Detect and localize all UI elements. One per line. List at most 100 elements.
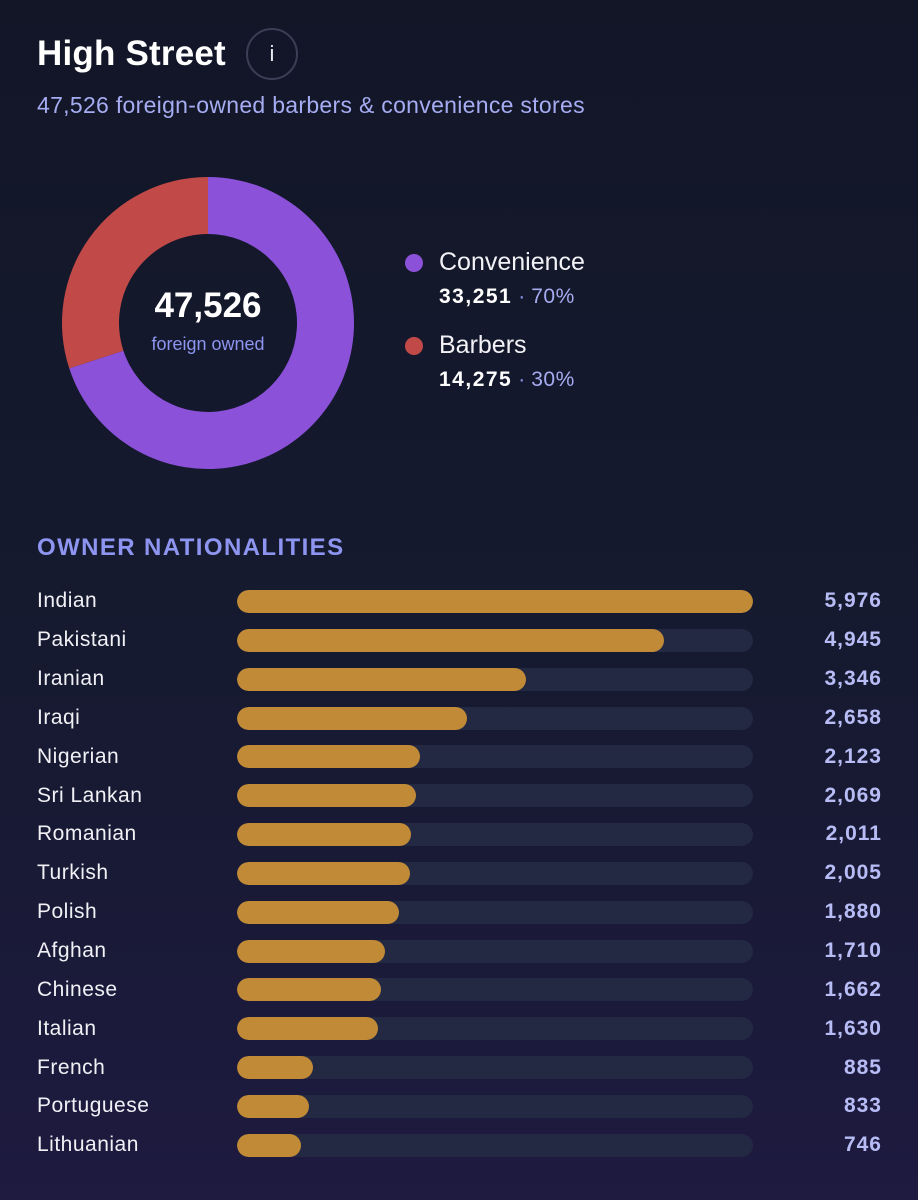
nationality-value: 5,976 bbox=[824, 589, 882, 613]
donut-legend: Convenience 33,251 · 70% Barbers 14,275 · 30… bbox=[405, 248, 585, 414]
donut-chart: 47,526 foreign owned bbox=[62, 177, 354, 469]
donut-slice-barbers bbox=[62, 177, 209, 369]
nationality-label: Turkish bbox=[37, 861, 109, 885]
bar-fill bbox=[237, 1017, 378, 1041]
nationality-row: Nigerian 2,123 bbox=[37, 737, 882, 776]
legend-dot-convenience bbox=[405, 253, 423, 272]
bar-fill bbox=[237, 1133, 302, 1157]
bar-track bbox=[237, 939, 753, 963]
nationality-label: Romanian bbox=[37, 822, 137, 846]
bar-track bbox=[237, 1133, 753, 1157]
nationality-row: Indian 5,976 bbox=[37, 582, 882, 621]
legend-value: 14,275 bbox=[439, 368, 513, 391]
nationality-row: Chinese 1,662 bbox=[37, 970, 882, 1009]
legend-dot-barbers bbox=[405, 336, 423, 355]
bar-track bbox=[237, 590, 753, 613]
nationality-label: Lithuanian bbox=[37, 1133, 139, 1157]
bar-fill bbox=[237, 900, 400, 924]
legend-item-convenience: Convenience 33,251 · 70% bbox=[405, 248, 585, 309]
donut-center: 47,526 foreign owned bbox=[62, 177, 354, 469]
bar-track bbox=[237, 1017, 753, 1041]
nationality-value: 2,069 bbox=[824, 783, 882, 807]
nationality-row: French 885 bbox=[37, 1048, 882, 1087]
info-icon: i bbox=[269, 41, 275, 66]
nationality-value: 746 bbox=[843, 1133, 882, 1157]
nationality-row: Polish 1,880 bbox=[37, 893, 882, 932]
header: High Street i 47,526 foreign-owned barbe… bbox=[37, 28, 585, 119]
nationality-label: French bbox=[37, 1055, 106, 1079]
bar-fill bbox=[237, 1056, 314, 1080]
nationality-label: Chinese bbox=[37, 977, 118, 1001]
nationality-value: 1,662 bbox=[824, 977, 882, 1001]
bar-fill bbox=[237, 706, 467, 730]
nationality-value: 2,011 bbox=[825, 822, 882, 846]
nationality-label: Italian bbox=[37, 1016, 97, 1040]
bar-track bbox=[237, 978, 753, 1002]
nationality-value: 2,123 bbox=[824, 744, 882, 768]
nationality-label: Nigerian bbox=[37, 744, 120, 768]
nationality-value: 1,630 bbox=[824, 1016, 882, 1040]
section-title: OWNER NATIONALITIES bbox=[37, 534, 345, 561]
nationality-value: 3,346 bbox=[824, 667, 882, 691]
nationality-bar-chart: Indian 5,976 Pakistani 4,945 Iranian 3,346 Ira… bbox=[37, 582, 882, 1165]
nationality-value: 885 bbox=[843, 1055, 882, 1079]
bar-fill bbox=[237, 745, 421, 769]
bar-track bbox=[237, 1094, 753, 1118]
nationality-label: Indian bbox=[37, 589, 98, 613]
nationality-row: Italian 1,630 bbox=[37, 1009, 882, 1048]
legend-value: 33,251 bbox=[439, 285, 513, 308]
donut-svg bbox=[62, 177, 354, 469]
page-subtitle: 47,526 foreign-owned barbers & convenien… bbox=[37, 92, 585, 118]
bar-track bbox=[237, 900, 753, 924]
donut-total: 47,526 bbox=[154, 285, 262, 325]
page-title: High Street bbox=[37, 34, 226, 73]
bar-track bbox=[237, 1056, 753, 1080]
legend-label: Convenience bbox=[439, 248, 585, 276]
nationality-value: 2,658 bbox=[824, 705, 882, 729]
nationality-value: 833 bbox=[843, 1094, 882, 1118]
nationality-value: 1,710 bbox=[824, 939, 882, 963]
legend-label: Barbers bbox=[439, 331, 527, 359]
bar-fill bbox=[237, 628, 664, 652]
bar-track bbox=[237, 667, 753, 691]
legend-stats: 14,275 · 30% bbox=[439, 368, 585, 392]
bar-fill bbox=[237, 1094, 309, 1118]
nationality-row: Sri Lankan 2,069 bbox=[37, 776, 882, 815]
nationality-row: Iraqi 2,658 bbox=[37, 699, 882, 738]
legend-stats: 33,251 · 70% bbox=[439, 285, 585, 309]
nationality-row: Iranian 3,346 bbox=[37, 660, 882, 699]
legend-separator: · bbox=[518, 285, 526, 308]
legend-separator: · bbox=[518, 368, 526, 391]
donut-slice-convenience bbox=[69, 177, 354, 469]
legend-percent: 30% bbox=[531, 368, 575, 391]
nationality-label: Iranian bbox=[37, 667, 105, 691]
nationality-row: Romanian 2,011 bbox=[37, 815, 882, 854]
info-button[interactable]: i bbox=[245, 28, 298, 80]
bar-track bbox=[237, 745, 753, 769]
nationality-value: 2,005 bbox=[824, 861, 882, 885]
bar-fill bbox=[237, 784, 416, 808]
nationality-label: Iraqi bbox=[37, 705, 81, 729]
bar-fill bbox=[237, 978, 381, 1002]
legend-head: Convenience bbox=[405, 248, 585, 277]
nationality-label: Polish bbox=[37, 900, 98, 924]
bar-fill bbox=[237, 590, 753, 613]
nationality-row: Portuguese 833 bbox=[37, 1087, 882, 1126]
legend-item-barbers: Barbers 14,275 · 30% bbox=[405, 331, 585, 392]
nationality-label: Pakistani bbox=[37, 628, 127, 652]
title-row: High Street i bbox=[37, 28, 585, 80]
bar-fill bbox=[237, 861, 411, 885]
bar-track bbox=[237, 823, 753, 847]
nationality-label: Sri Lankan bbox=[37, 783, 143, 807]
nationality-row: Afghan 1,710 bbox=[37, 932, 882, 971]
nationality-row: Lithuanian 746 bbox=[37, 1126, 882, 1165]
bar-track bbox=[237, 706, 753, 730]
bar-fill bbox=[237, 667, 526, 691]
donut-caption: foreign owned bbox=[151, 333, 265, 354]
bar-fill bbox=[237, 939, 385, 963]
nationality-row: Turkish 2,005 bbox=[37, 854, 882, 893]
nationality-label: Afghan bbox=[37, 939, 107, 963]
legend-percent: 70% bbox=[531, 285, 575, 308]
bar-track bbox=[237, 628, 753, 652]
